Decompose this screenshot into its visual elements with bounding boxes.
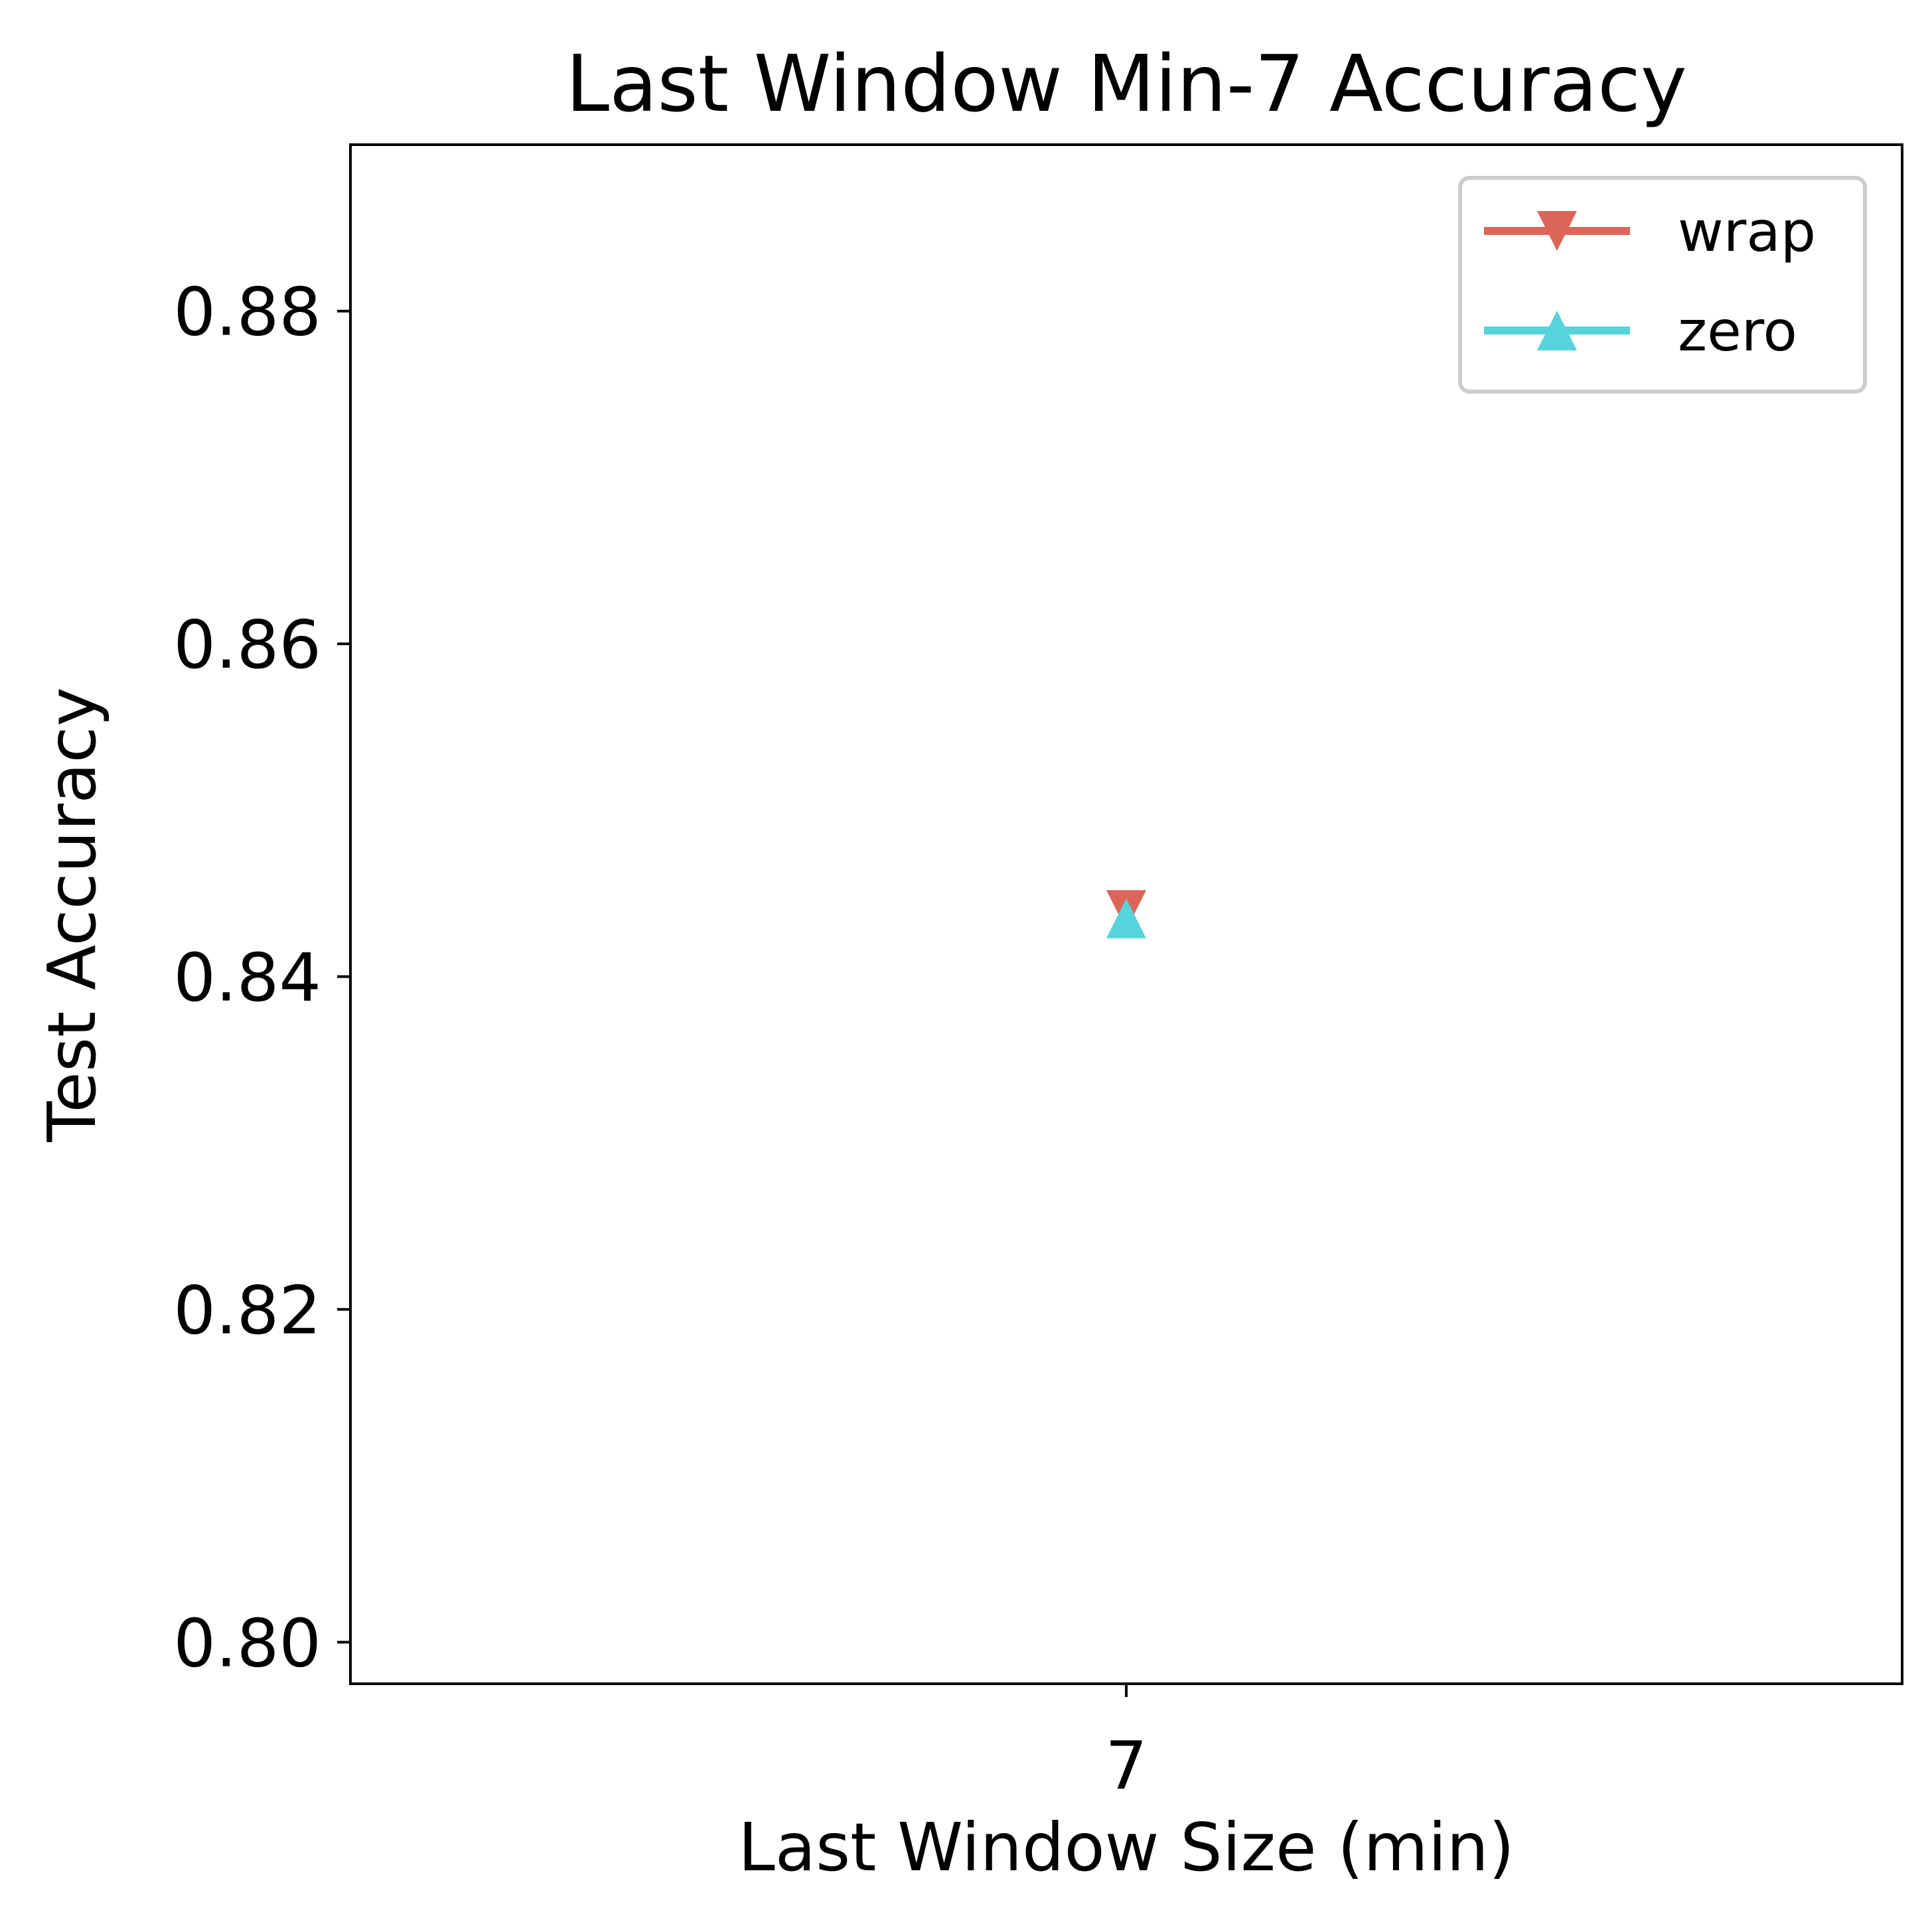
x-tick-label: 7: [1105, 1727, 1148, 1805]
data-point-zero: [1106, 898, 1146, 938]
legend: wrap zero: [1458, 176, 1867, 394]
legend-label-zero: zero: [1678, 299, 1797, 364]
chart-title: Last Window Min-7 Accuracy: [565, 38, 1686, 129]
plot-area: 0.80 0.82 0.84 0.86 0.88 7: [173, 143, 1903, 1805]
legend-marker-wrap: [1537, 211, 1577, 251]
legend-marker-zero: [1537, 311, 1577, 350]
legend-label-wrap: wrap: [1678, 199, 1816, 264]
y-tick-label: 0.84: [173, 939, 321, 1017]
y-tick-label: 0.82: [173, 1272, 321, 1349]
y-axis-label: Test Accuracy: [33, 687, 111, 1142]
x-axis-label: Last Window Size (min): [738, 1809, 1515, 1886]
y-tick-label: 0.86: [173, 606, 321, 684]
y-tick-label: 0.80: [173, 1604, 321, 1682]
y-tick-label: 0.88: [173, 273, 321, 351]
